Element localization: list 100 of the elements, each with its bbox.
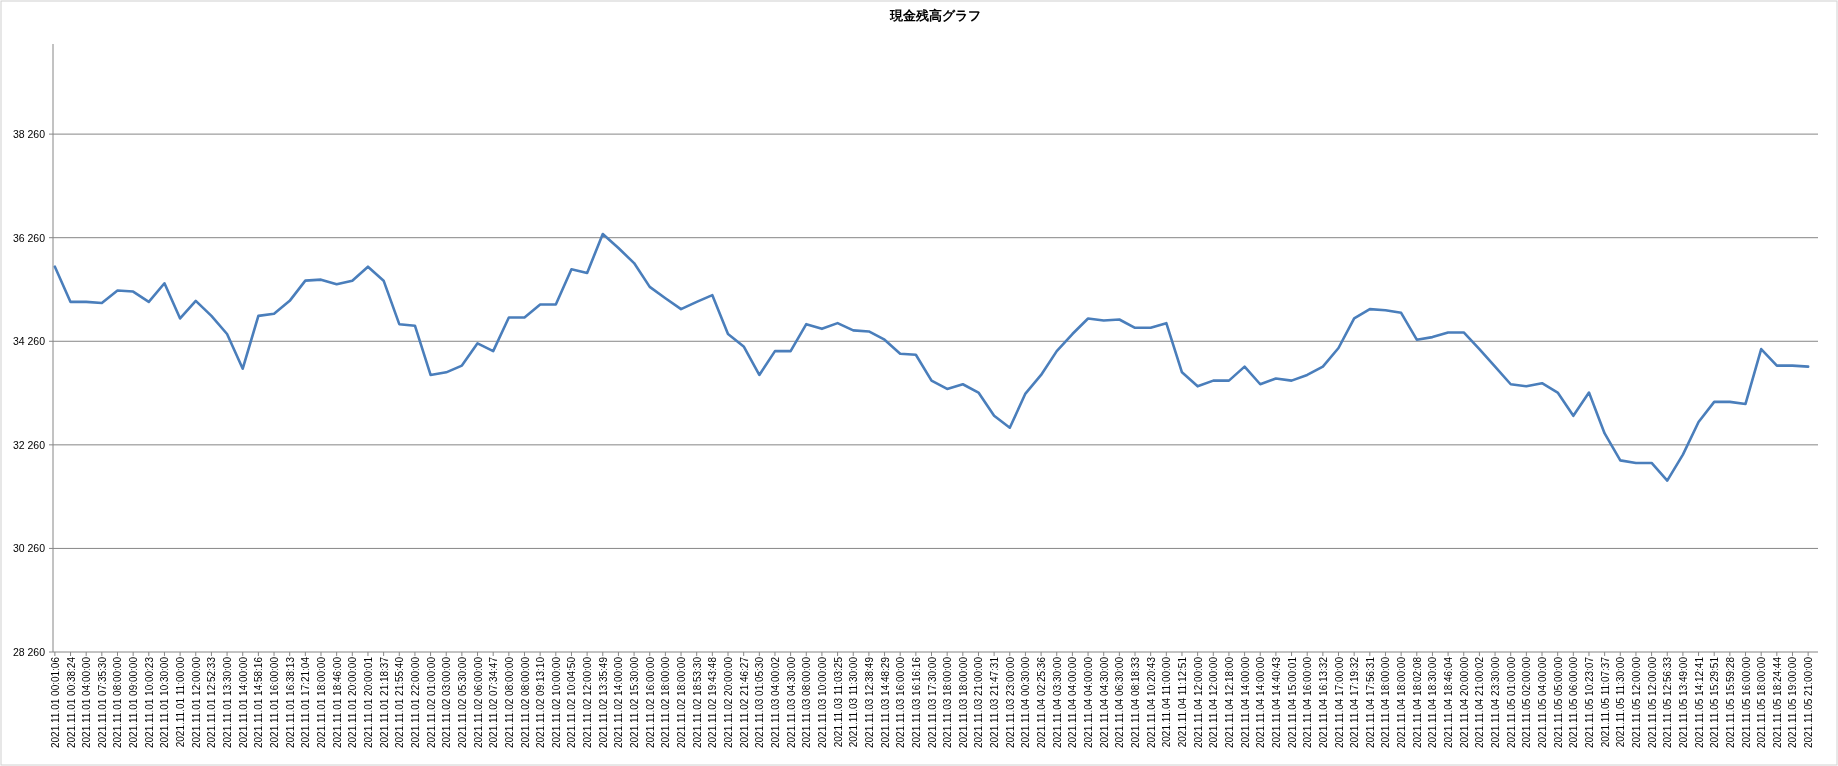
x-tick-label: 2021.11.01 20:00:01: [362, 656, 374, 749]
x-tick-label: 2021.11.04 18:00:00: [1380, 656, 1392, 749]
x-tick-label: 2021.11.01 17:21:04: [300, 656, 312, 749]
x-tick-label: 2021.11.01 18:46:00: [331, 656, 343, 749]
x-tick-label: 2021.11.01 00:01:06: [49, 656, 61, 749]
x-tick-label: 2021.11.03 16:00:00: [895, 656, 907, 749]
x-tick-label: 2021.11.04 14:00:00: [1239, 656, 1251, 749]
x-tick-label: 2021.11.01 10:30:00: [159, 656, 171, 749]
x-tick-label: 2021.11.02 16:00:00: [644, 656, 656, 749]
x-tick-label: 2021.11.04 17:56:31: [1364, 656, 1376, 749]
x-tick-label: 2021.11.01 09:00:00: [128, 656, 140, 749]
x-tick-label: 2021.11.03 18:00:00: [957, 656, 969, 749]
x-tick-label: 2021.11.05 11:07:37: [1599, 656, 1611, 748]
x-tick-label: 2021.11.04 06:30:00: [1114, 656, 1126, 749]
x-tick-label: 2021.11.05 18:24:44: [1771, 656, 1783, 749]
x-tick-label: 2021.11.03 10:00:00: [816, 656, 828, 749]
chart-title: 現金残高グラフ: [889, 8, 981, 23]
x-tick-label: 2021.11.01 21:55:40: [394, 656, 406, 749]
x-tick-label: 2021.11.04 12:00:00: [1208, 656, 1220, 749]
x-tick-label: 2021.11.05 10:23:07: [1583, 656, 1595, 749]
y-tick-label: 32 260: [12, 438, 46, 451]
x-tick-label: 2021.11.04 08:18:33: [1130, 656, 1142, 749]
x-tick-label: 2021.11.04 02:25:36: [1036, 656, 1048, 749]
x-tick-label: 2021.11.04 04:00:00: [1067, 656, 1079, 749]
x-tick-label: 2021.11.04 04:00:00: [1083, 656, 1095, 749]
x-tick-label: 2021.11.05 05:00:00: [1552, 656, 1564, 749]
x-tick-label: 2021.11.04 17:00:00: [1333, 656, 1345, 749]
x-tick-label: 2021.11.01 16:38:13: [284, 656, 296, 749]
x-tick-label: 2021.11.02 08:00:00: [503, 656, 515, 749]
x-tick-label: 2021.11.02 21:46:27: [738, 656, 750, 749]
x-tick-label: 2021.11.02 15:30:00: [629, 656, 641, 749]
x-tick-label: 2021.11.02 09:13:10: [535, 656, 547, 749]
x-tick-label: 2021.11.04 11:12:51: [1176, 656, 1188, 748]
x-tick-label: 2021.11.02 10:04:50: [566, 656, 578, 749]
x-tick-label: 2021.11.05 14:12:41: [1693, 656, 1705, 749]
x-tick-label: 2021.11.03 12:38:49: [863, 656, 875, 749]
x-tick-label: 2021.11.05 01:00:00: [1505, 656, 1517, 749]
x-tick-label: 2021.11.01 12:52:33: [206, 656, 218, 749]
x-tick-label: 2021.11.04 16:13:32: [1317, 656, 1329, 749]
x-tick-label: 2021.11.02 20:00:00: [723, 656, 734, 749]
x-tick-label: 2021.11.05 16:00:00: [1740, 656, 1752, 749]
x-tick-label: 2021.11.01 13:30:00: [222, 656, 234, 749]
x-tick-label: 2021.11.05 04:00:00: [1537, 656, 1549, 749]
x-tick-label: 2021.11.03 14:48:29: [879, 656, 891, 749]
x-tick-label: 2021.11.03 18:00:00: [942, 656, 954, 749]
x-tick-label: 2021.11.01 07:35:30: [96, 656, 108, 749]
x-tick-label: 2021.11.04 12:00:00: [1192, 656, 1204, 749]
x-tick-label: 2021.11.01 20:00:00: [347, 656, 359, 749]
x-tick-label: 2021.11.01 04:00:00: [81, 656, 93, 749]
x-tick-label: 2021.11.02 05:30:00: [456, 656, 468, 749]
x-tick-label: 2021.11.01 00:38:24: [65, 656, 77, 749]
x-tick-label: 2021.11.03 11:30:00: [848, 656, 860, 748]
x-tick-label: 2021.11.03 16:16:16: [910, 656, 922, 749]
x-tick-label: 2021.11.01 22:00:00: [409, 656, 421, 749]
x-tick-label: 2021.11.04 15:00:01: [1286, 656, 1298, 749]
x-tick-label: 2021.11.02 12:00:00: [582, 656, 594, 749]
x-tick-label: 2021.11.04 14:40:43: [1270, 656, 1282, 749]
x-tick-label: 2021.11.04 23:30:00: [1490, 656, 1502, 749]
x-tick-label: 2021.11.02 19:43:48: [707, 656, 719, 749]
x-tick-label: 2021.11.04 04:30:00: [1098, 656, 1110, 749]
y-tick-label: 30 260: [12, 542, 46, 555]
x-tick-label: 2021.11.03 08:00:00: [801, 656, 813, 749]
x-tick-label: 2021.11.03 04:30:00: [785, 656, 797, 749]
x-tick-label: 2021.11.04 20:00:00: [1458, 656, 1470, 749]
x-tick-label: 2021.11.04 17:19:32: [1349, 656, 1361, 749]
x-tick-label: 2021.11.01 14:58:16: [253, 656, 265, 749]
x-tick-label: 2021.11.01 12:00:00: [190, 656, 202, 749]
x-tick-label: 2021.11.05 02:00:00: [1521, 656, 1533, 749]
x-tick-label: 2021.11.03 01:05:30: [754, 656, 766, 749]
x-tick-label: 2021.11.04 18:00:00: [1396, 656, 1408, 749]
y-tick-label: 38 260: [12, 128, 46, 141]
x-tick-label: 2021.11.05 13:49:00: [1677, 656, 1689, 749]
x-tick-label: 2021.11.04 11:00:00: [1161, 656, 1173, 748]
line-series: [53, 232, 1810, 482]
x-tick-label: 2021.11.03 17:30:00: [926, 656, 938, 749]
x-tick-label: 2021.11.05 11:30:00: [1615, 656, 1627, 748]
x-tick-label: 2021.11.02 14:00:00: [613, 656, 625, 749]
x-tick-label: 2021.11.01 18:00:00: [316, 656, 327, 749]
x-tick-label: 2021.11.05 06:00:00: [1568, 656, 1580, 749]
x-tick-label: 2021.11.02 06:00:00: [472, 656, 484, 749]
x-tick-label: 2021.11.04 18:46:04: [1443, 656, 1455, 749]
x-tick-label: 2021.11.03 04:00:02: [769, 656, 781, 749]
x-tick-label: 2021.11.02 07:34:47: [488, 656, 500, 749]
x-tick-label: 2021.11.05 18:00:00: [1756, 656, 1768, 749]
x-tick-label: 2021.11.02 18:53:30: [691, 656, 703, 749]
x-tick-label: 2021.11.03 23:00:00: [1004, 656, 1016, 749]
x-tick-label: 2021.11.02 18:00:00: [676, 656, 688, 749]
x-tick-label: 2021.11.01 16:00:00: [269, 656, 281, 749]
x-tick-label: 2021.11.05 19:00:00: [1787, 656, 1799, 749]
x-tick-label: 2021.11.03 11:03:25: [832, 656, 844, 748]
x-tick-label: 2021.11.01 10:00:23: [143, 656, 155, 749]
x-tick-label: 2021.11.05 15:29:51: [1709, 656, 1721, 749]
x-tick-label: 2021.11.02 03:00:00: [441, 656, 453, 749]
x-tick-label: 2021.11.04 03:30:00: [1051, 656, 1063, 749]
x-tick-label: 2021.11.04 00:30:00: [1020, 656, 1032, 749]
x-tick-label: 2021.11.04 18:30:00: [1427, 656, 1439, 749]
y-tick-label: 34 260: [12, 335, 46, 348]
x-tick-label: 2021.11.02 08:00:00: [519, 656, 531, 749]
x-tick-label: 2021.11.01 08:00:00: [112, 656, 124, 749]
x-tick-label: 2021.11.02 13:35:49: [597, 656, 609, 749]
